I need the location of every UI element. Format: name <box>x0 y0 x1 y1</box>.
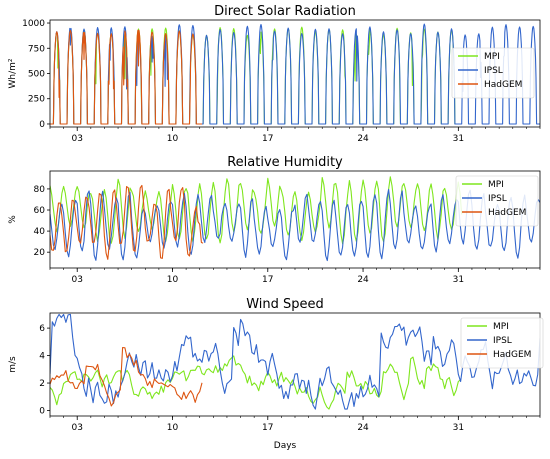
legend: MPI IPSL HadGEM <box>455 175 539 227</box>
legend-label-mpi: MPI <box>488 180 504 190</box>
y-tick-label: 0 <box>39 407 45 417</box>
x-tick-label: 24 <box>357 423 369 433</box>
x-tick-label: 10 <box>167 423 179 433</box>
series-line-hadgem <box>50 184 204 260</box>
x-axis-label: Days <box>274 441 297 451</box>
y-tick-label: 4 <box>39 352 45 362</box>
y-tick-label: 2 <box>39 379 45 389</box>
x-tick-label: 24 <box>357 275 369 285</box>
legend-label-mpi: MPI <box>493 322 509 332</box>
x-tick-label: 17 <box>262 134 273 144</box>
legend-label-mpi: MPI <box>484 52 500 62</box>
legend-label-ipsl: IPSL <box>493 336 512 346</box>
y-axis-label: Wh/m² <box>8 58 18 88</box>
legend-label-hadgem: HadGEM <box>493 350 531 360</box>
legend-box <box>451 47 535 99</box>
y-axis-label: % <box>8 215 18 224</box>
legend-label-ipsl: IPSL <box>484 66 503 76</box>
legend-label-hadgem: HadGEM <box>488 208 526 218</box>
x-tick-label: 31 <box>453 134 464 144</box>
y-tick-label: 6 <box>39 324 45 334</box>
legend-box <box>455 175 539 227</box>
legend-box <box>460 317 544 369</box>
x-tick-label: 03 <box>71 275 82 285</box>
y-tick-label: 60 <box>34 206 46 216</box>
series-line-hadgem <box>50 29 202 125</box>
legend: MPI IPSL HadGEM <box>460 317 544 369</box>
y-tick-label: 40 <box>34 227 46 237</box>
series-line-mpi <box>50 26 459 125</box>
legend-label-hadgem: HadGEM <box>484 80 522 90</box>
x-tick-label: 31 <box>453 423 464 433</box>
series-line-mpi <box>50 355 461 410</box>
chart-panel-2: 20 40 60 80 03 10 17 24 31 Relative Humidity% MPI I… <box>8 155 541 285</box>
x-tick-label: 17 <box>262 275 273 285</box>
x-tick-label: 03 <box>71 423 82 433</box>
y-tick-label: 250 <box>28 95 45 105</box>
legend-label-ipsl: IPSL <box>488 194 507 204</box>
y-tick-label: 500 <box>28 70 45 80</box>
legend: MPI IPSL HadGEM <box>451 47 535 99</box>
series-line-hadgem <box>50 346 203 407</box>
series-line-ipsl <box>50 313 540 410</box>
y-tick-label: 20 <box>34 248 46 258</box>
y-axis-label: m/s <box>8 356 18 373</box>
y-tick-label: 80 <box>34 185 46 195</box>
x-tick-label: 31 <box>453 275 464 285</box>
x-tick-label: 10 <box>167 134 179 144</box>
x-tick-label: 10 <box>167 275 179 285</box>
y-tick-label: 750 <box>28 44 45 54</box>
x-tick-label: 03 <box>71 134 82 144</box>
y-tick-label: 0 <box>39 120 45 130</box>
chart-panel-1: 0 250 500 750 1000 03 10 17 24 31 Direct Solar Rad… <box>8 4 541 144</box>
x-tick-label: 17 <box>262 423 273 433</box>
chart-title: Wind Speed <box>246 297 324 312</box>
y-tick-label: 1000 <box>22 19 45 29</box>
chart-title: Direct Solar Radiation <box>214 4 356 19</box>
x-tick-label: 24 <box>357 134 369 144</box>
chart-title: Relative Humidity <box>227 155 343 170</box>
series-line-mpi <box>50 176 463 245</box>
